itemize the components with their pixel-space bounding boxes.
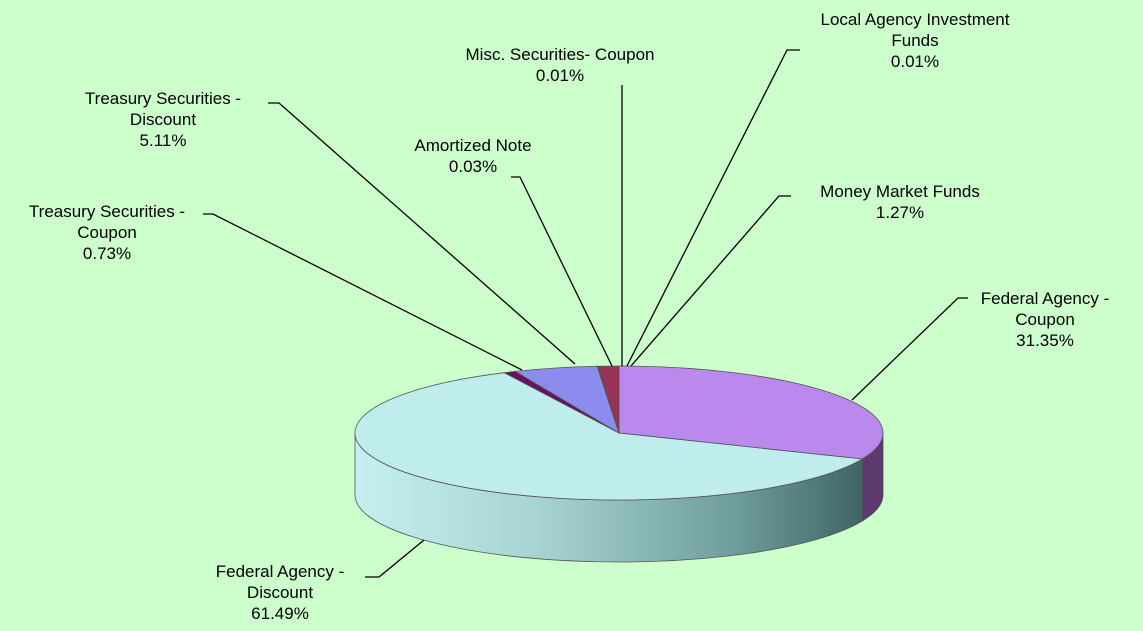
slice-label-local-agency-investment-funds: Local Agency Investment Funds 0.01%: [820, 10, 1010, 71]
leader-line-federal-agency-coupon: [851, 297, 968, 401]
slice-label-treasury-securities-coupon: Treasury Securities - Coupon 0.73%: [28, 202, 186, 263]
leader-line-money-market-funds: [630, 195, 791, 367]
pie-slice-federal-agency-coupon: [618, 365, 884, 460]
leader-line-amortized-note: [511, 176, 613, 367]
slice-label-money-market-funds: Money Market Funds 1.27%: [820, 182, 980, 222]
slice-label-treasury-securities-discount: Treasury Securities - Discount 5.11%: [84, 89, 242, 150]
leader-line-federal-agency-discount: [365, 539, 425, 578]
slice-label-federal-agency-coupon: Federal Agency - Coupon 31.35%: [980, 289, 1110, 350]
pie-slice-federal-agency-discount: [354, 372, 864, 501]
leader-line-local-agency-investment-funds: [626, 49, 800, 367]
slice-label-amortized-note: Amortized Note 0.03%: [414, 136, 532, 176]
slice-label-misc-securities-coupon: Misc. Securities- Coupon 0.01%: [465, 45, 655, 85]
leader-line-treasury-securities-coupon: [203, 213, 523, 371]
slice-label-federal-agency-discount: Federal Agency - Discount 61.49%: [215, 562, 345, 623]
leader-line-treasury-securities-discount: [268, 102, 576, 365]
pie-slice-money-market-funds: [597, 365, 620, 434]
